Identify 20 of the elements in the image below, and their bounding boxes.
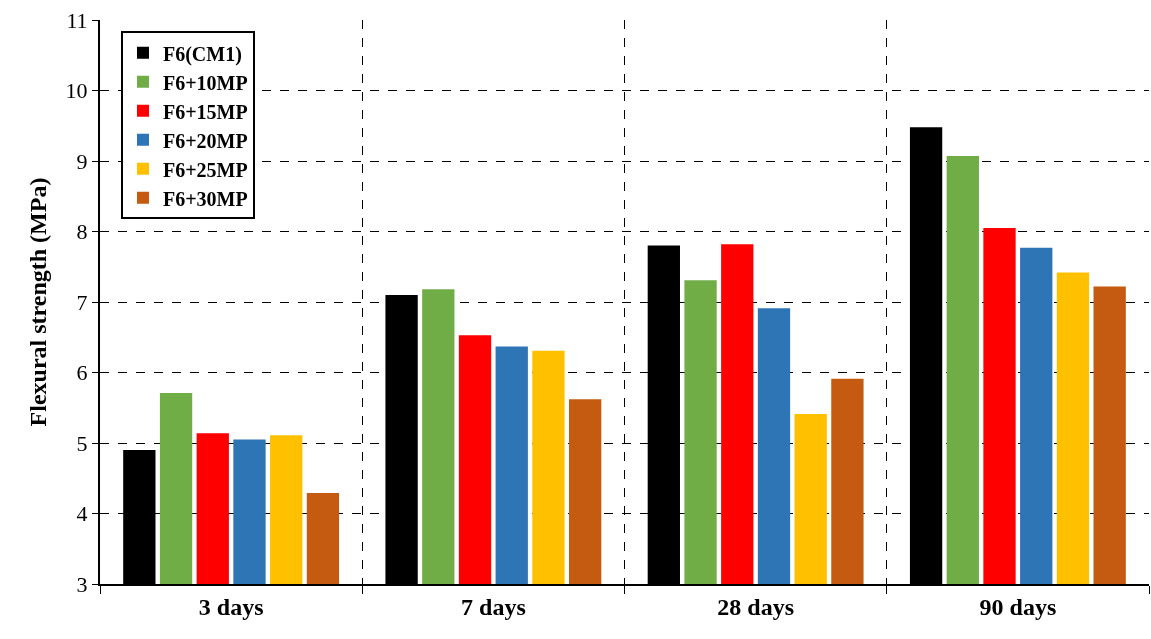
y-tick-label: 7 (76, 289, 88, 315)
legend-label: F6+20MP (162, 129, 248, 152)
y-tick-label: 9 (76, 148, 88, 174)
legend-label: F6(CM1) (162, 42, 242, 66)
y-tick-label: 5 (76, 430, 88, 456)
y-tick-label: 4 (76, 501, 88, 527)
x-tick-label: 28 days (717, 593, 794, 620)
legend-label: F6+15MP (162, 100, 248, 123)
y-tick-label: 6 (76, 360, 88, 386)
y-tick-label: 8 (76, 219, 88, 245)
y-tick-label: 10 (65, 78, 88, 104)
x-tick-label: 90 days (979, 593, 1057, 620)
legend-label: F6+25MP (162, 158, 248, 181)
legend-label: F6+10MP (162, 71, 248, 94)
y-axis-title: Flexural strength (MPa) (25, 177, 52, 427)
y-tick-label: 11 (66, 7, 88, 33)
legend-label: F6+30MP (162, 187, 248, 210)
x-tick-label: 3 days (198, 593, 264, 620)
y-tick-label: 3 (76, 571, 88, 597)
x-tick-label: 7 days (461, 593, 526, 620)
